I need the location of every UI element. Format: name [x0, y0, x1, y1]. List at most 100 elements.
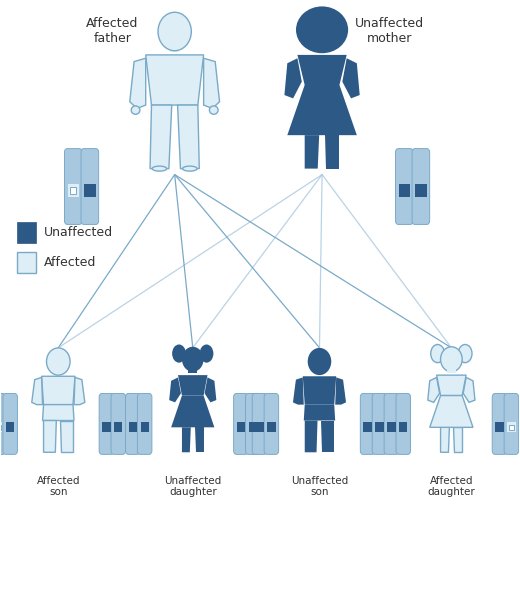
- Polygon shape: [440, 427, 449, 452]
- Ellipse shape: [458, 344, 472, 362]
- Bar: [102, 422, 111, 432]
- Ellipse shape: [306, 13, 338, 50]
- Bar: [0, 422, 3, 432]
- FancyBboxPatch shape: [252, 394, 267, 454]
- FancyBboxPatch shape: [125, 394, 140, 454]
- Polygon shape: [430, 395, 473, 427]
- FancyBboxPatch shape: [396, 394, 410, 454]
- Ellipse shape: [296, 7, 348, 53]
- Bar: [0, 425, 1, 430]
- Polygon shape: [293, 377, 304, 404]
- Polygon shape: [43, 404, 74, 421]
- Bar: [507, 422, 515, 432]
- FancyBboxPatch shape: [111, 394, 125, 454]
- Text: Unaffected
mother: Unaffected mother: [355, 17, 424, 45]
- Polygon shape: [342, 58, 360, 98]
- Ellipse shape: [131, 106, 140, 114]
- Bar: [387, 422, 396, 432]
- FancyBboxPatch shape: [504, 394, 518, 454]
- Polygon shape: [304, 404, 335, 421]
- Ellipse shape: [152, 166, 167, 171]
- Polygon shape: [146, 55, 204, 105]
- Bar: [68, 184, 79, 197]
- FancyBboxPatch shape: [412, 149, 430, 224]
- Bar: [84, 184, 96, 197]
- FancyBboxPatch shape: [0, 394, 6, 454]
- FancyBboxPatch shape: [81, 149, 99, 224]
- Polygon shape: [150, 105, 172, 169]
- Bar: [17, 222, 35, 243]
- Ellipse shape: [158, 12, 191, 51]
- Polygon shape: [303, 376, 336, 404]
- Bar: [399, 422, 407, 432]
- Polygon shape: [297, 55, 347, 85]
- Bar: [267, 422, 276, 432]
- FancyBboxPatch shape: [384, 394, 399, 454]
- Bar: [70, 187, 76, 194]
- Polygon shape: [305, 135, 319, 169]
- Polygon shape: [169, 377, 181, 403]
- Bar: [496, 422, 503, 432]
- Polygon shape: [204, 377, 216, 403]
- Bar: [171, 41, 179, 52]
- Bar: [375, 422, 384, 432]
- Text: Affected: Affected: [44, 256, 96, 269]
- Ellipse shape: [183, 166, 197, 171]
- Bar: [6, 422, 15, 432]
- Text: Unaffected
son: Unaffected son: [291, 476, 348, 497]
- Polygon shape: [288, 85, 357, 135]
- Polygon shape: [130, 58, 146, 109]
- Text: Unaffected
daughter: Unaffected daughter: [164, 476, 222, 497]
- FancyBboxPatch shape: [64, 149, 82, 224]
- Ellipse shape: [46, 348, 70, 375]
- Bar: [17, 251, 35, 273]
- FancyBboxPatch shape: [233, 394, 248, 454]
- Polygon shape: [182, 427, 191, 452]
- Polygon shape: [463, 377, 475, 403]
- Bar: [188, 366, 197, 373]
- Polygon shape: [204, 58, 219, 109]
- Ellipse shape: [172, 344, 186, 362]
- Bar: [128, 422, 137, 432]
- Bar: [249, 422, 257, 432]
- Polygon shape: [42, 376, 75, 404]
- Polygon shape: [60, 421, 73, 452]
- Polygon shape: [44, 421, 56, 452]
- Bar: [114, 422, 122, 432]
- Bar: [363, 422, 372, 432]
- Text: Unaffected: Unaffected: [44, 226, 113, 239]
- FancyBboxPatch shape: [137, 394, 152, 454]
- Bar: [237, 422, 245, 432]
- FancyBboxPatch shape: [3, 394, 18, 454]
- Ellipse shape: [440, 347, 462, 372]
- Polygon shape: [178, 375, 207, 395]
- Ellipse shape: [200, 344, 213, 362]
- Text: Affected
father: Affected father: [86, 17, 139, 45]
- Bar: [447, 366, 456, 373]
- FancyBboxPatch shape: [360, 394, 375, 454]
- Bar: [399, 184, 410, 197]
- Polygon shape: [177, 105, 199, 169]
- Polygon shape: [284, 58, 302, 98]
- Polygon shape: [171, 395, 214, 427]
- FancyBboxPatch shape: [264, 394, 279, 454]
- Polygon shape: [321, 421, 334, 452]
- Polygon shape: [325, 135, 340, 169]
- Polygon shape: [194, 427, 203, 452]
- Bar: [255, 422, 264, 432]
- Ellipse shape: [308, 348, 331, 375]
- Polygon shape: [453, 427, 462, 452]
- Polygon shape: [437, 375, 466, 395]
- Polygon shape: [32, 377, 43, 404]
- FancyBboxPatch shape: [245, 394, 260, 454]
- Ellipse shape: [182, 347, 203, 372]
- Polygon shape: [335, 377, 346, 404]
- Bar: [415, 184, 426, 197]
- Polygon shape: [305, 421, 318, 452]
- FancyBboxPatch shape: [492, 394, 506, 454]
- Bar: [509, 425, 514, 430]
- Polygon shape: [74, 377, 85, 404]
- Polygon shape: [428, 377, 439, 403]
- Ellipse shape: [210, 106, 218, 114]
- Text: Affected
son: Affected son: [36, 476, 80, 497]
